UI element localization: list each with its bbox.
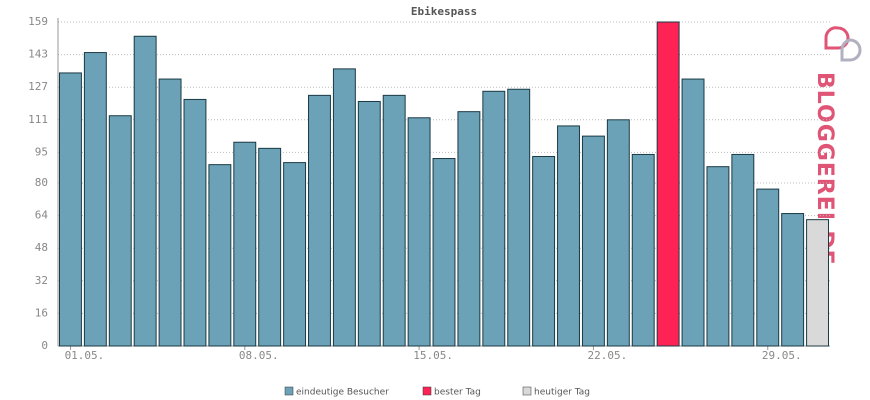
bar <box>457 111 481 347</box>
bar <box>183 98 207 347</box>
x-tick-label: 15.05. <box>413 349 453 362</box>
bar <box>532 155 556 347</box>
bar <box>233 141 257 347</box>
bar <box>557 125 580 347</box>
x-tick-label: 08.05. <box>239 349 279 362</box>
bar <box>258 147 282 347</box>
bar <box>482 90 506 347</box>
bar <box>133 35 157 347</box>
bar <box>806 219 830 347</box>
bar <box>382 94 406 347</box>
y-tick-label: 159 <box>28 15 48 28</box>
bar <box>407 117 431 347</box>
bar <box>731 153 755 347</box>
bar <box>108 115 132 347</box>
bar <box>706 166 730 347</box>
y-tick-label: 95 <box>35 145 48 158</box>
bar <box>507 88 531 347</box>
y-tick-label: 111 <box>28 113 48 126</box>
legend-label: eindeutige Besucher <box>296 388 389 398</box>
y-tick-label: 0 <box>41 339 48 352</box>
legend-label: heutiger Tag <box>534 388 590 398</box>
legend-label: bester Tag <box>434 388 481 398</box>
y-tick-label: 143 <box>28 48 48 61</box>
legend-swatch <box>284 386 294 396</box>
legend-swatch <box>522 386 532 396</box>
bar <box>432 158 456 347</box>
bar <box>332 68 356 347</box>
legend-swatch <box>422 386 432 396</box>
bar <box>681 78 705 347</box>
bar <box>781 213 805 347</box>
y-tick-label: 127 <box>28 80 48 93</box>
chart-title: Ebikespass <box>411 5 477 18</box>
bar <box>83 52 107 347</box>
y-tick-label: 80 <box>35 176 48 189</box>
y-tick-label: 16 <box>35 306 48 319</box>
y-tick-label: 32 <box>35 274 48 287</box>
bar <box>631 153 655 347</box>
logo-icon <box>824 26 850 50</box>
x-tick-label: 29.05. <box>762 349 802 362</box>
bar <box>308 94 331 347</box>
x-tick-label: 01.05. <box>65 349 105 362</box>
bar <box>357 100 381 347</box>
bar <box>58 72 82 347</box>
y-tick-label: 64 <box>35 209 49 222</box>
bar <box>656 21 680 347</box>
bar <box>158 78 182 347</box>
y-tick-label: 48 <box>35 241 48 254</box>
bar <box>606 119 630 347</box>
bar <box>581 135 605 347</box>
bar <box>283 162 307 347</box>
bar <box>208 164 232 347</box>
logo-icon <box>840 38 862 62</box>
bar <box>756 188 780 347</box>
x-tick-label: 22.05. <box>588 349 628 362</box>
